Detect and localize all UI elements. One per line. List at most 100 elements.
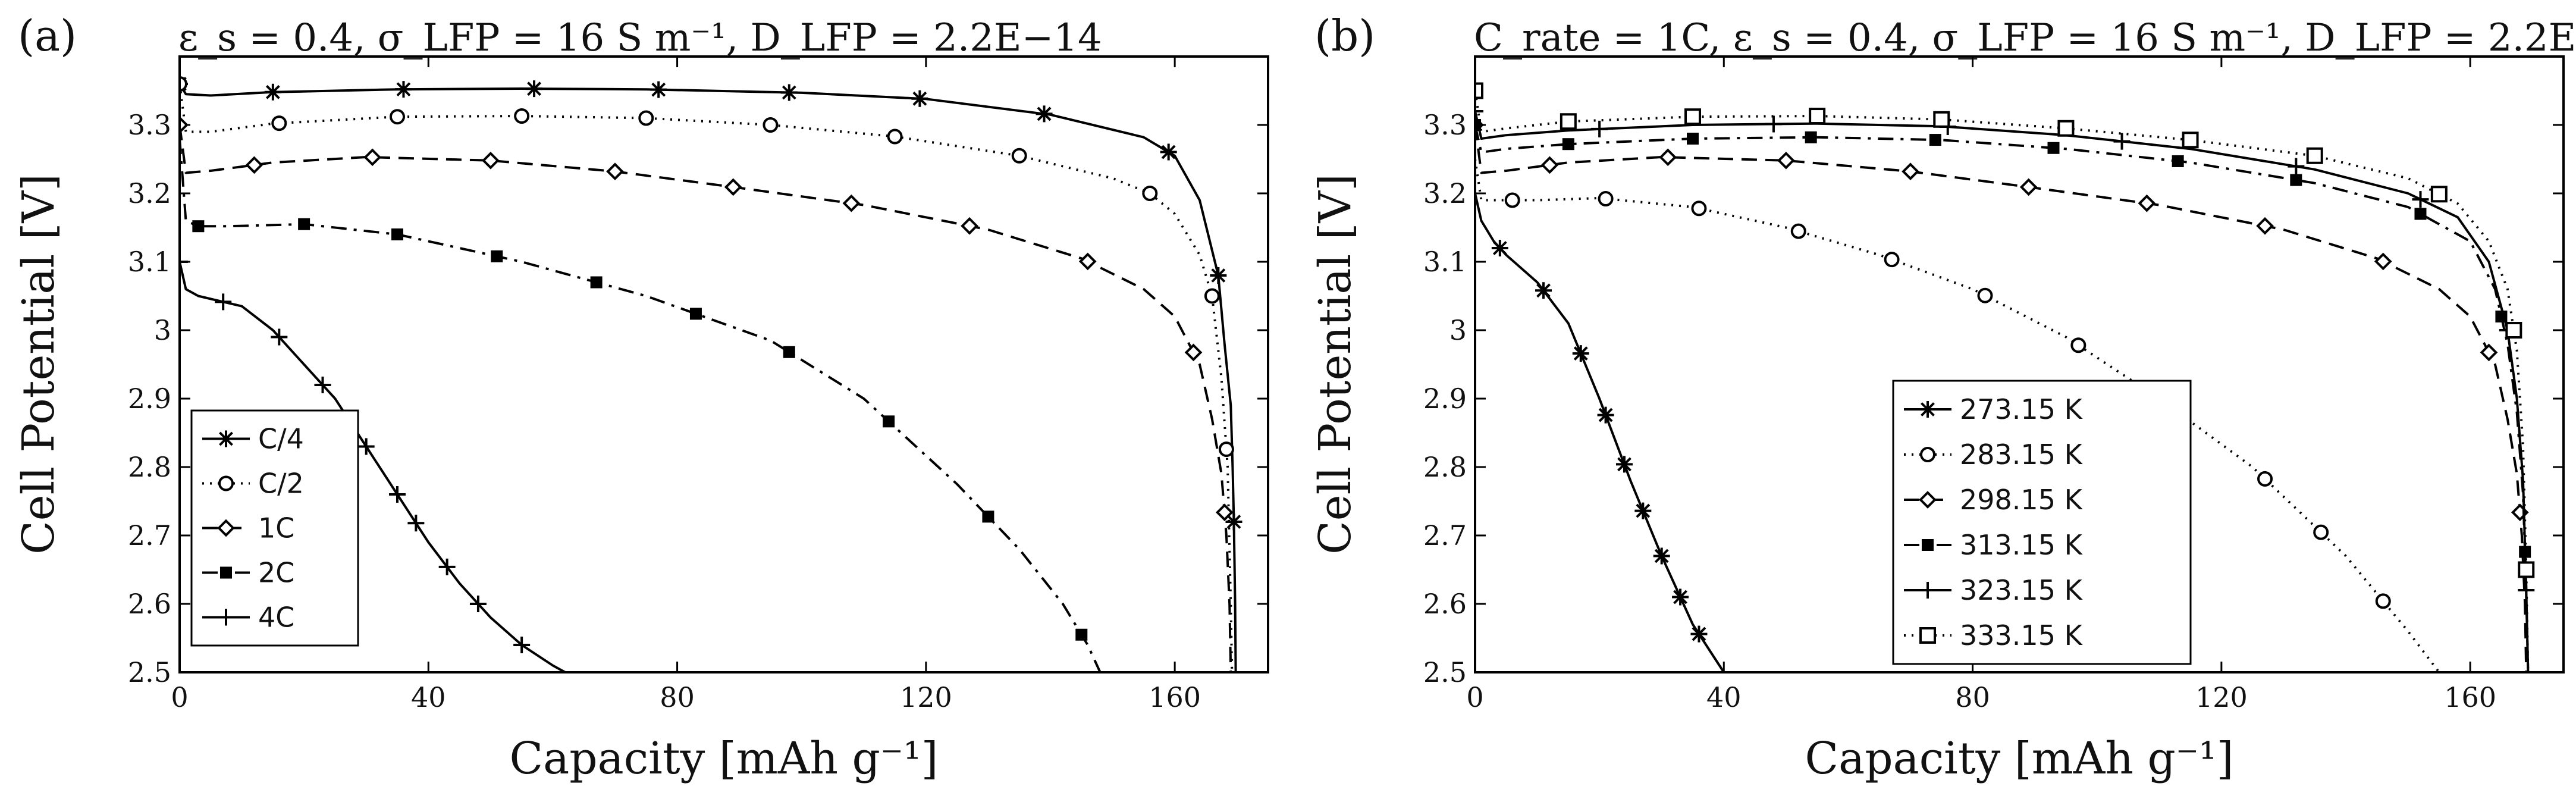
panel-a-series-point-c-4 (526, 80, 543, 98)
panel-b-series-point-283-15-k (1504, 192, 1520, 208)
panel-a-series-point-c-2 (1218, 441, 1234, 458)
panel-a-series-point-c-2 (271, 115, 287, 131)
panel-a-series-point-1c (606, 162, 624, 181)
panel-a-series-point-2c (883, 415, 895, 428)
panel-b-series-point-298-15-k (2480, 343, 2498, 362)
panel-a-ticks: 0 40 80 120 160 2.5 2.6 2.7 2.8 2.9 3 3.1 3.2 3.3 (128, 57, 1268, 713)
panel-b-legend-box (1892, 380, 2192, 665)
panel-b-series-point-283-15-k (2257, 471, 2273, 487)
panel-b-tag: (b) (1314, 11, 1375, 61)
panel-a-x-tick-label: 80 (660, 681, 695, 713)
panel-b-ticks: 0 40 80 120 160 2.5 2.6 2.7 2.8 2.9 3 3.1 3.2 3.3 (1423, 57, 2564, 713)
panel-a-legend-marker-2c (220, 566, 232, 579)
panel-b-legend-label-333-15-k: 333.15 K (1960, 619, 2084, 651)
panel-b-legend-marker-283-15-k (1920, 447, 1935, 462)
panel-b-legend-label-298-15-k: 298.15 K (1960, 484, 2084, 516)
panel-a-series-point-4c (357, 438, 375, 455)
panel-b-y-tick-label: 2.9 (1423, 383, 1467, 415)
panel-a-legend-marker-1c (217, 519, 235, 537)
panel-a-legend-label-4c: 4C (258, 602, 294, 634)
panel-a-y-tick-label: 2.8 (128, 451, 171, 483)
panel-a-series-point-c-2 (180, 76, 187, 92)
panel-b-series-point-283-15-k (1691, 200, 1707, 217)
panel-b-series-point-273-15-k (1615, 456, 1633, 473)
panel-b-series-point-283-15-k (1884, 252, 1900, 268)
panel-b-y-tick-label: 2.7 (1423, 519, 1467, 552)
panel-b-series-point-333-15-k (2057, 120, 2075, 137)
panel-a-series-point-4c (271, 328, 288, 346)
panel-b-series-point-333-15-k (2182, 131, 2199, 149)
panel-b-series-point-273-15-k (1597, 406, 1614, 424)
panel-b-ylabel: Cell Potential [V] (1310, 174, 1361, 554)
panel-b-x-tick-label: 80 (1955, 681, 1990, 713)
panel-b-series-point-313-15-k (2290, 174, 2302, 186)
panel-a-series-point-1c (180, 116, 189, 134)
panel-a-x-tick-label: 160 (1149, 681, 1201, 713)
panel-a-series-point-2c (192, 220, 205, 233)
panel-b-x-tick-label: 120 (2195, 681, 2248, 713)
panel-b-legend-label-273-15-k: 273.15 K (1960, 393, 2084, 425)
panel-a: (a) ε_s = 0.4, σ_LFP = 16 S m⁻¹, D_LFP =… (13, 11, 1269, 784)
panel-b-series-point-333-15-k (2505, 322, 2522, 339)
panel-b-series-point-283-15-k (1790, 223, 1806, 239)
panel-b-legend-marker-323-15-k (1919, 582, 1936, 599)
panel-a-ylabel: Cell Potential [V] (13, 174, 64, 554)
panel-b-legend-marker-298-15-k (1919, 491, 1937, 509)
panel-a-x-tick-label: 120 (900, 681, 952, 713)
panel-a-series-point-c-4 (1225, 513, 1242, 530)
panel-b-y-tick-label: 3.2 (1423, 177, 1467, 209)
panel-a-series-point-c-2 (763, 117, 779, 133)
panel-b-series-point-273-15-k (1653, 547, 1670, 565)
panel-b-y-tick-label: 2.5 (1423, 656, 1467, 688)
panel-b-series-point-313-15-k (1805, 131, 1817, 143)
panel-a-series-point-2c (590, 276, 603, 289)
panel-a-y-tick-label: 3 (154, 314, 171, 346)
panel-b-series-point-298-15-k (2138, 194, 2156, 212)
panel-a-series-point-2c (783, 346, 795, 358)
panel-a-series-point-c-4 (1210, 267, 1227, 284)
panel-a-series-point-1c (961, 217, 978, 235)
panel-a-series-point-2c (982, 510, 994, 523)
panel-a-series-line-1c (180, 124, 1232, 672)
panel-a-series-point-1c (1078, 252, 1097, 271)
panel-a-tag: (a) (18, 11, 77, 61)
panel-b-series-point-333-15-k (1475, 82, 1483, 99)
panel-a-series-point-2c (298, 218, 310, 230)
panel-a-series-point-c-4 (264, 83, 281, 101)
panel-a-series-point-c-2 (390, 109, 405, 125)
panel-b-series-point-273-15-k (1535, 282, 1552, 299)
panel-a-series-point-1c (363, 148, 381, 167)
panel-b-legend-marker-273-15-k (1919, 401, 1936, 418)
panel-a-series-point-c-4 (911, 90, 928, 107)
panel-a-series-point-c-2 (1204, 288, 1220, 304)
panel-b-series-point-283-15-k (1598, 191, 1614, 207)
panel-b-series-line-323-15-k (1475, 111, 2530, 672)
panel-a-legend-marker-c-2 (218, 475, 234, 491)
panel-a-series-point-4c (215, 293, 232, 311)
panel-b-frame (1474, 55, 2565, 673)
panel-b-series-point-333-15-k (2518, 561, 2535, 578)
panel-a-series-point-4c (389, 486, 406, 503)
panel-b-series-point-313-15-k (2047, 142, 2060, 154)
panel-b-series-point-273-15-k (1690, 625, 1708, 643)
panel-b-series-point-333-15-k (1684, 108, 1701, 126)
panel-a-legend-label-1c: 1C (258, 512, 294, 544)
panel-b-xlabel: Capacity [mAh g⁻¹] (1805, 733, 2233, 784)
panel-a-series-point-1c (842, 194, 861, 212)
panel-b-series-point-313-15-k (1562, 138, 1574, 151)
panel-a-y-tick-label: 2.5 (128, 656, 171, 688)
panel-b-series-point-313-15-k (2172, 155, 2184, 167)
panel-b-title: C_rate = 1C, ε_s = 0.4, σ_LFP = 16 S m⁻¹… (1474, 16, 2576, 60)
panel-a-series-point-1c (1184, 343, 1203, 362)
panel-b-y-tick-label: 2.6 (1423, 588, 1467, 620)
panel-b-y-tick-label: 2.8 (1423, 451, 1467, 483)
panel-b-series-point-283-15-k (2070, 337, 2086, 353)
panel-a-series-point-c-4 (780, 84, 798, 101)
panel-b-legend-marker-313-15-k (1922, 539, 1934, 551)
panel-b-series-line-298-15-k (1475, 124, 2528, 672)
panel-b-series-point-298-15-k (1902, 162, 1919, 181)
panel-a-xlabel: Capacity [mAh g⁻¹] (509, 733, 938, 784)
panel-b-series-point-283-15-k (1977, 287, 1993, 303)
panel-b-series-point-333-15-k (1933, 111, 1950, 128)
panel-a-legend-label-c-2: C/2 (258, 468, 304, 500)
